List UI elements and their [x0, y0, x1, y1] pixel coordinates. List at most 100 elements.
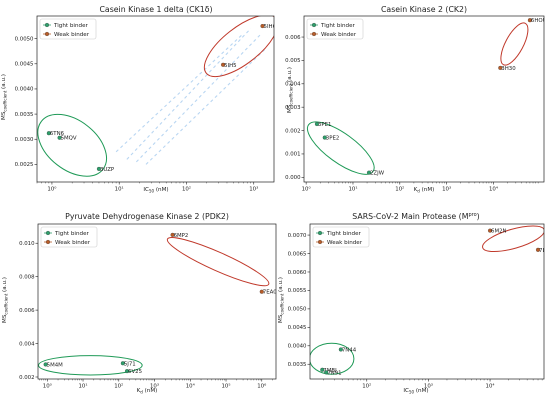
point-label: 6V25: [128, 369, 142, 375]
data-point: [527, 18, 532, 23]
legend-box: [306, 18, 364, 40]
y-tick-label: 0.004: [19, 341, 35, 347]
plot-area: 3PE1 3PE2 2ZJW 3H30 6HOU: [307, 18, 547, 177]
data-point: [170, 232, 175, 237]
y-tick-label: 0.001: [285, 152, 300, 158]
y-tick-label: 0.0040: [15, 87, 34, 93]
legend-marker: [311, 31, 317, 37]
trend-line: [126, 28, 252, 160]
x-axis-label: Kd (nM): [137, 388, 158, 395]
panel-mpro: SARS-CoV-2 Main Protease (Mpro) 7N44 7MBI…: [278, 212, 550, 395]
legend-box: [39, 18, 97, 40]
legend-marker: [44, 22, 50, 28]
data-point: [320, 367, 325, 372]
point-label: 6HOU: [531, 18, 547, 24]
y-tick-label: 0.002: [285, 128, 300, 134]
x-tick-label: 10¹: [348, 186, 357, 193]
weak-binder-ellipse: [500, 22, 529, 66]
legend-label: Tight binder: [320, 23, 356, 29]
legend-marker: [45, 239, 51, 245]
data-point: [96, 166, 101, 171]
legend: Tight binder Weak binder: [40, 226, 98, 248]
x-tick-label: 10⁴: [186, 383, 195, 390]
point-label: 2ZJW: [370, 171, 385, 177]
panel-ck2: Casein Kinase 2 (CK2) 3PE1 3PE2 2ZJW 3H30 6H…: [285, 5, 547, 194]
y-tick-label: 0.003: [285, 105, 300, 111]
y-axis-label: MScoefficient (a.u.): [1, 74, 8, 120]
point-label: 7EA0: [263, 290, 278, 296]
x-tick-label: 10⁵: [222, 383, 231, 390]
legend-label: Tight binder: [326, 231, 362, 237]
y-tick-label: 0.006: [285, 35, 301, 41]
data-point: [324, 370, 329, 375]
y-tick-label: 0.0045: [15, 62, 34, 68]
data-point: [366, 170, 372, 175]
chart-title: Casein Kinase 1 delta (CK1δ): [99, 5, 212, 14]
x-tick-label: 10²: [182, 186, 191, 193]
legend-label: Weak binder: [54, 32, 90, 38]
point-label: 5IH6: [264, 24, 277, 30]
data-point: [120, 361, 125, 366]
y-tick-label: 0.0070: [288, 233, 307, 239]
data-point: [43, 362, 48, 367]
x-tick-label: 10³: [249, 186, 258, 193]
weak-binder-ellipse: [482, 225, 544, 253]
point-label: 7MBI: [323, 368, 337, 374]
trend-line: [145, 48, 266, 165]
x-tick-label: 10⁰: [47, 186, 56, 193]
point-label: 3PE2: [326, 136, 340, 142]
x-tick-label: 10³: [442, 186, 451, 193]
y-tick-label: 0.008: [19, 274, 35, 280]
y-tick-label: 0.0050: [288, 307, 307, 313]
y-tick-label: 0.0035: [15, 112, 34, 118]
y-tick-label: 0.006: [19, 308, 35, 314]
legend-marker: [317, 239, 323, 245]
trend-line: [135, 33, 262, 163]
x-tick-label: 10⁰: [43, 383, 52, 390]
y-tick-label: 0.004: [285, 82, 301, 88]
y-tick-label: 0.0060: [288, 270, 307, 276]
x-tick-label: 10²: [114, 383, 123, 390]
y-tick-label: 0.0055: [288, 288, 307, 294]
y-tick-label: 0.0065: [288, 251, 307, 257]
chart-title: Pyruvate Dehydrogenase Kinase 2 (PDK2): [65, 212, 229, 221]
legend-label: Tight binder: [54, 231, 90, 237]
x-axis-label: IC50 (nM): [403, 388, 428, 395]
x-tick-label: 10¹: [115, 186, 124, 193]
trend-line: [115, 33, 244, 153]
point-label: 5MQV: [61, 136, 77, 142]
tight-binder-ellipse: [37, 113, 107, 177]
x-tick-label: 10⁴: [486, 383, 495, 390]
legend-marker: [317, 230, 323, 236]
x-tick-label: 10³: [424, 383, 433, 390]
legend-marker: [311, 22, 317, 28]
point-label: 6TN6: [50, 131, 65, 137]
x-axis-label: Kd (nM): [414, 187, 435, 194]
legend: Tight binder Weak binder: [306, 18, 364, 40]
legend: Tight binder Weak binder: [312, 226, 370, 248]
legend-label: Tight binder: [53, 23, 89, 29]
data-point: [338, 347, 343, 352]
legend: Tight binder Weak binder: [39, 18, 97, 40]
legend-box: [40, 226, 98, 248]
trend-band: [115, 28, 266, 165]
x-tick-label: 10⁰: [302, 186, 311, 193]
data-point: [535, 247, 541, 252]
point-label: 5IH5: [224, 63, 237, 69]
chart-title: SARS-CoV-2 Main Protease (Mpro): [352, 212, 479, 221]
y-axis-label: MScoefficient (a.u.): [287, 67, 294, 113]
plot-frame: [36, 15, 275, 183]
data-point: [322, 135, 327, 140]
data-point: [124, 369, 130, 374]
legend-box: [312, 226, 370, 248]
legend-label: Weak binder: [55, 240, 91, 246]
point-label: 7N44: [342, 347, 357, 353]
x-tick-label: 10⁴: [489, 186, 498, 193]
point-label: 7LTJ: [539, 248, 550, 254]
x-tick-label: 10²: [362, 383, 371, 390]
point-label: 6M2N: [491, 229, 507, 235]
y-axis-label: MScoefficient (a.u.): [2, 277, 9, 323]
